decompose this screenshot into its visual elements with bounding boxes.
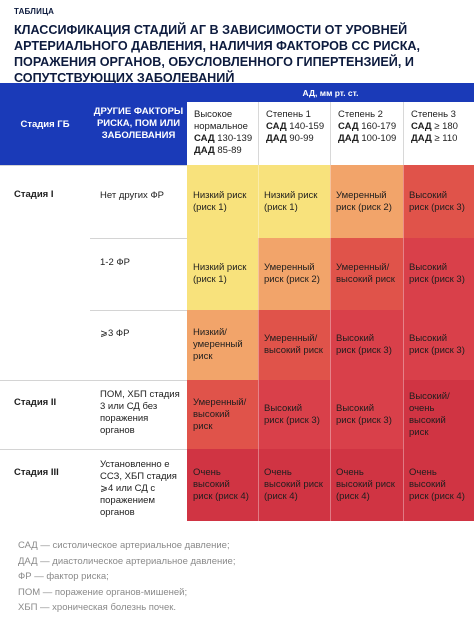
legend: САД — систолическое артериальное давлени… [18,538,235,616]
legend-item: ПОМ — поражение органов-мишеней; [18,586,188,598]
other-factor-row-3: ⩾3 ФР [100,328,130,339]
legend-item: ДАД — диастолическое артериальное давлен… [18,555,236,567]
risk-cell: Высокий риск (риск 3) [258,380,330,449]
risk-cell: Умеренный риск (риск 2) [258,238,330,310]
risk-cell: Очень высокий риск (риск 4) [187,449,258,521]
risk-cell: Очень высокий риск (риск 4) [258,449,330,521]
risk-cell: Очень высокий риск (риск 4) [330,449,403,521]
risk-cell: Низкий риск (риск 1) [187,165,258,238]
stage-label-1: Стадия I [14,189,54,200]
other-factor-row-1: Нет других ФР [100,190,165,201]
header-other-factors: ДРУГИЕ ФАКТОРЫ РИСКА, ПОМ ИЛИ ЗАБОЛЕВАНИ… [90,83,187,165]
risk-cell: Умеренный риск (риск 2) [330,165,403,238]
header-stage: Стадия ГБ [0,83,90,165]
column-header-grade-3: Степень 3 САД ≥ 180 ДАД ≥ 110 [403,102,474,165]
risk-cell: Высокий риск (риск 3) [403,165,474,238]
legend-item: ФР — фактор риска; [18,571,109,582]
grid-divider [258,165,259,521]
risk-cell: Низкий/ умеренный риск [187,310,258,380]
other-factor-row-2: 1-2 ФР [100,257,130,268]
risk-cell: Низкий риск (риск 1) [187,238,258,310]
risk-cell: Умеренный/ высокий риск [330,238,403,310]
legend-item: САД — систолическое артериальное давлени… [18,540,230,551]
risk-cell: Высокий риск (риск 3) [330,310,403,380]
column-header-grade-1: Степень 1 САД 140-159 ДАД 90-99 [258,102,330,165]
risk-cell: Очень высокий риск (риск 4) [403,449,474,521]
row-divider [90,238,187,239]
stage-label-3: Стадия III [14,467,59,478]
risk-cell: Умеренный/ высокий риск [258,310,330,380]
row-divider [90,310,187,311]
other-factor-row-4: ПОМ, ХБП стадия 3 или СД без поражения о… [100,389,180,436]
header-blood-pressure: АД, мм рт. ст. [187,83,474,102]
column-header-high-normal: Высокое нормальное САД 130-139 ДАД 85-89 [187,102,258,165]
row-divider [0,165,187,166]
row-divider [0,449,187,450]
risk-cell: Высокий риск (риск 3) [330,380,403,449]
row-divider [0,380,187,381]
risk-cell: Умеренный/ высокий риск [187,380,258,449]
risk-cell: Низкий риск (риск 1) [258,165,330,238]
table-label: ТАБЛИЦА [14,7,55,16]
risk-cell: Высокий риск (риск 3) [403,238,474,310]
grid-divider [330,165,331,521]
legend-item: ХБП — хроническая болезнь почек. [18,602,177,613]
table-title: КЛАССИФИКАЦИЯ СТАДИЙ АГ В ЗАВИСИМОСТИ ОТ… [14,23,420,85]
stage-label-2: Стадия II [14,397,57,408]
other-factor-row-5: Установленно е ССЗ, ХБП стадия ⩾4 или СД… [100,459,177,518]
risk-cell: Высокий/ очень высокий риск [403,380,474,449]
risk-cell: Высокий риск (риск 3) [403,310,474,380]
column-header-grade-2: Степень 2 САД 160-179 ДАД 100-109 [330,102,403,165]
grid-divider [403,165,404,521]
